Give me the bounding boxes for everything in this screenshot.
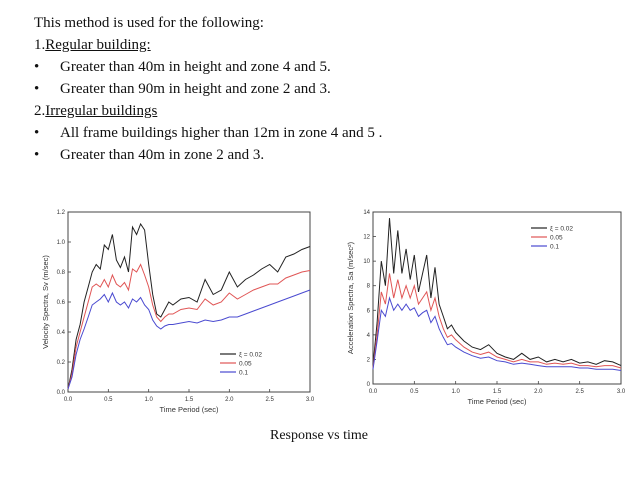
legend-label: 0.05 <box>239 361 252 368</box>
x-tick-label: 3.0 <box>306 397 315 403</box>
bullet-item: • Greater than 40m in zone 2 and 3. <box>34 144 624 166</box>
x-tick-label: 1.0 <box>144 397 153 403</box>
x-tick-label: 0.5 <box>104 397 113 403</box>
item-label: Regular building: <box>45 37 151 53</box>
series-line-red <box>372 273 622 369</box>
velocity-spectra-chart: 0.0 0.5 1.0 1.5 2.0 2.5 3.0 0.0 0.2 0.4 0.6 0.8 1.0 1… <box>30 200 315 428</box>
x-tick-label: 2.5 <box>575 389 584 395</box>
y-tick-label: 10 <box>363 259 370 265</box>
series-line-red <box>67 263 311 390</box>
series-line-black <box>372 218 622 367</box>
slide-text: This method is used for the following: 1… <box>34 12 624 166</box>
series-line-blue <box>372 296 622 371</box>
item-label: Irregular buildings <box>45 103 158 119</box>
legend-label: 0.1 <box>239 370 248 377</box>
bullet-text: Greater than 40m in zone 2 and 3. <box>60 147 265 163</box>
series-line-black <box>67 222 311 390</box>
acceleration-spectra-svg: 0.0 0.5 1.0 1.5 2.0 2.5 3.0 0 2 4 6 8 10 12 14 Time Per… <box>346 210 626 406</box>
bullet-icon: • <box>34 147 40 163</box>
y-axis-label: Velocity Spectra, Sv (m/sec) <box>41 255 50 349</box>
x-axis-label: Time Period (sec) <box>468 397 527 406</box>
numbered-item: 2. Irregular buildings <box>34 100 624 122</box>
bullet-item: • All frame buildings higher than 12m in … <box>34 122 624 144</box>
figure-caption: Response vs time <box>270 428 368 443</box>
item-number: 1. <box>34 37 46 53</box>
y-tick-label: 0.6 <box>57 300 66 306</box>
x-tick-label: 3.0 <box>617 389 626 395</box>
item-list: 1. Regular building: • Greater than 40m in… <box>34 34 624 166</box>
x-tick-label: 1.5 <box>185 397 194 403</box>
legend-label: ξ = 0.02 <box>550 226 573 233</box>
series-line-blue <box>67 289 311 390</box>
y-tick-label: 1.0 <box>57 240 66 246</box>
x-tick-label: 2.0 <box>534 389 543 395</box>
bullet-item: • Greater than 90m in height and zone 2 a… <box>34 78 624 100</box>
plot-frame <box>67 211 311 393</box>
x-tick-label: 0.0 <box>369 389 378 395</box>
y-tick-label: 6 <box>367 308 371 314</box>
item-number: 2. <box>34 103 46 119</box>
x-tick-label: 0.0 <box>64 397 73 403</box>
numbered-item: 1. Regular building: <box>34 34 624 56</box>
y-tick-label: 0.8 <box>57 270 66 276</box>
bullet-item: • Greater than 40m in height and zone 4 a… <box>34 56 624 78</box>
y-tick-label: 0 <box>367 382 371 388</box>
legend-label: ξ = 0.02 <box>239 352 262 359</box>
bullet-icon: • <box>34 59 40 75</box>
y-axis-label: Acceleration Spectra, Sa (m/sec²) <box>346 241 355 354</box>
y-tick-label: 0.2 <box>57 360 66 366</box>
x-tick-label: 1.5 <box>493 389 502 395</box>
y-tick-label: 4 <box>367 333 371 339</box>
x-tick-label: 0.5 <box>410 389 419 395</box>
y-tick-label: 0.4 <box>57 330 66 336</box>
y-tick-label: 8 <box>367 284 371 290</box>
velocity-spectra-svg: 0.0 0.5 1.0 1.5 2.0 2.5 3.0 0.0 0.2 0.4 0.6 0.8 1.0 1… <box>41 210 315 414</box>
y-tick-label: 14 <box>363 210 370 216</box>
y-tick-label: 0.0 <box>57 390 66 396</box>
bullet-text: Greater than 90m in height and zone 2 an… <box>60 81 331 97</box>
x-tick-label: 1.0 <box>451 389 460 395</box>
bullet-text: All frame buildings higher than 12m in z… <box>60 125 383 141</box>
y-tick-label: 12 <box>363 235 370 241</box>
y-tick-label: 1.2 <box>57 210 66 216</box>
bullet-icon: • <box>34 81 40 97</box>
x-tick-label: 2.5 <box>265 397 274 403</box>
bullet-text: Greater than 40m in height and zone 4 an… <box>60 59 331 75</box>
legend-label: 0.05 <box>550 235 563 242</box>
x-axis-label: Time Period (sec) <box>160 405 219 414</box>
bullet-icon: • <box>34 125 40 141</box>
acceleration-spectra-chart: 0.0 0.5 1.0 1.5 2.0 2.5 3.0 0 2 4 6 8 10 12 14 Time Per… <box>335 200 626 428</box>
x-tick-label: 2.0 <box>225 397 234 403</box>
y-tick-label: 2 <box>367 357 371 363</box>
legend-label: 0.1 <box>550 244 559 251</box>
slide-heading: This method is used for the following: <box>34 15 264 31</box>
